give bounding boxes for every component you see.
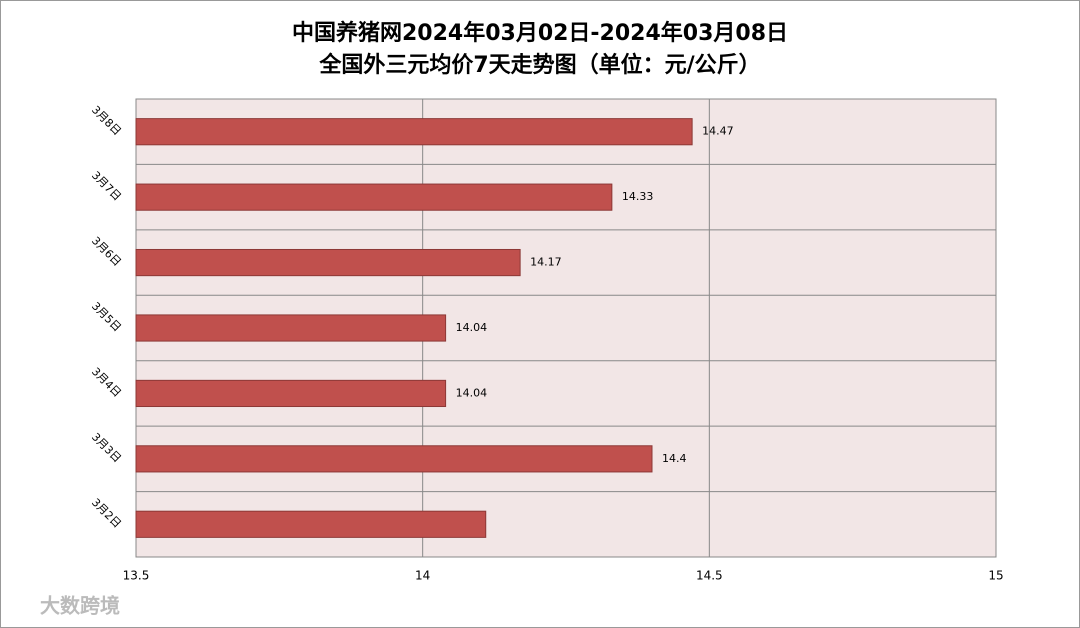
x-tick-label: 13.5 xyxy=(123,569,150,583)
data-label: 14.04 xyxy=(456,386,488,399)
data-label: 14.17 xyxy=(530,256,562,269)
data-label: 14.04 xyxy=(456,321,488,334)
bar xyxy=(135,314,447,342)
bar xyxy=(135,248,521,277)
chart-title: 中国养猪网2024年03月02日-2024年03月08日 xyxy=(292,20,788,46)
data-label: 14.47 xyxy=(702,125,734,138)
watermark: 大数跨境 xyxy=(40,594,120,618)
x-tick-label: 15 xyxy=(988,569,1003,583)
x-tick-label: 14 xyxy=(415,569,430,583)
bar xyxy=(135,510,487,538)
bar xyxy=(135,445,653,473)
data-label: 14.33 xyxy=(622,190,654,203)
bar xyxy=(135,118,693,146)
bar xyxy=(135,183,613,211)
bar xyxy=(135,379,447,408)
x-tick-label: 14.5 xyxy=(696,569,723,583)
data-label: 14.4 xyxy=(662,452,687,465)
chart-subtitle: 全国外三元均价7天走势图（单位：元/公斤） xyxy=(318,52,760,78)
